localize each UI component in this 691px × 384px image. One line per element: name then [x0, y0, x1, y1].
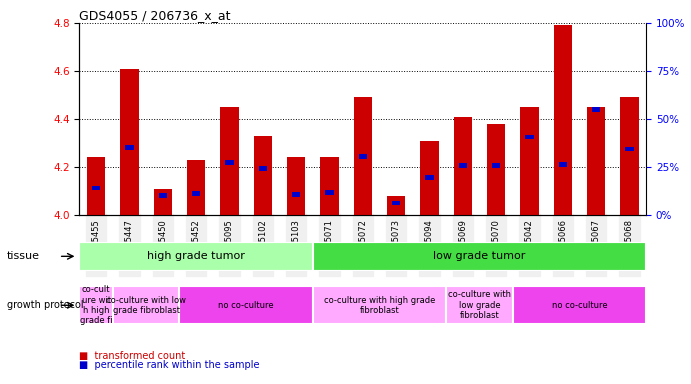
Text: co-culture with high grade
fibroblast: co-culture with high grade fibroblast — [324, 296, 435, 315]
Bar — [320, 157, 339, 215]
Bar — [220, 107, 238, 215]
Bar — [258, 166, 267, 170]
Bar — [113, 286, 180, 324]
Text: ■  transformed count: ■ transformed count — [79, 351, 186, 361]
Text: no co-culture: no co-culture — [551, 301, 607, 310]
Bar — [625, 147, 634, 151]
Bar — [492, 164, 500, 168]
Bar — [354, 98, 372, 215]
Bar — [446, 286, 513, 324]
Text: low grade tumor: low grade tumor — [433, 251, 526, 262]
Bar — [553, 25, 572, 215]
Bar — [587, 107, 605, 215]
Bar — [120, 69, 139, 215]
Text: co-cult
ure wit
h high
grade fi: co-cult ure wit h high grade fi — [80, 285, 113, 325]
Bar — [313, 286, 446, 324]
Bar — [525, 135, 533, 139]
Bar — [513, 286, 646, 324]
Bar — [79, 286, 113, 324]
Bar — [392, 201, 400, 205]
Text: high grade tumor: high grade tumor — [147, 251, 245, 262]
Text: co-culture with low
grade fibroblast: co-culture with low grade fibroblast — [106, 296, 186, 315]
Bar — [425, 175, 433, 180]
Bar — [313, 242, 646, 271]
Bar — [459, 164, 467, 168]
Text: no co-culture: no co-culture — [218, 301, 274, 310]
Bar — [453, 117, 472, 215]
Bar — [558, 162, 567, 167]
Bar — [487, 124, 505, 215]
Bar — [187, 160, 205, 215]
Bar — [292, 192, 301, 197]
Bar — [180, 286, 313, 324]
Text: ■  percentile rank within the sample: ■ percentile rank within the sample — [79, 360, 260, 370]
Bar — [192, 191, 200, 196]
Bar — [359, 154, 367, 159]
Bar — [225, 160, 234, 165]
Bar — [159, 194, 167, 198]
Text: growth protocol: growth protocol — [7, 300, 84, 310]
Bar — [153, 189, 172, 215]
Bar — [520, 107, 538, 215]
Bar — [325, 190, 334, 195]
Bar — [79, 242, 313, 271]
Bar — [420, 141, 439, 215]
Bar — [125, 145, 133, 149]
Text: co-culture with
low grade
fibroblast: co-culture with low grade fibroblast — [448, 290, 511, 320]
Bar — [387, 196, 405, 215]
Bar — [92, 185, 100, 190]
Text: tissue: tissue — [7, 251, 40, 262]
Bar — [592, 107, 600, 112]
Bar — [254, 136, 272, 215]
Bar — [87, 157, 105, 215]
Bar — [621, 98, 638, 215]
Text: GDS4055 / 206736_x_at: GDS4055 / 206736_x_at — [79, 9, 231, 22]
Bar — [287, 157, 305, 215]
